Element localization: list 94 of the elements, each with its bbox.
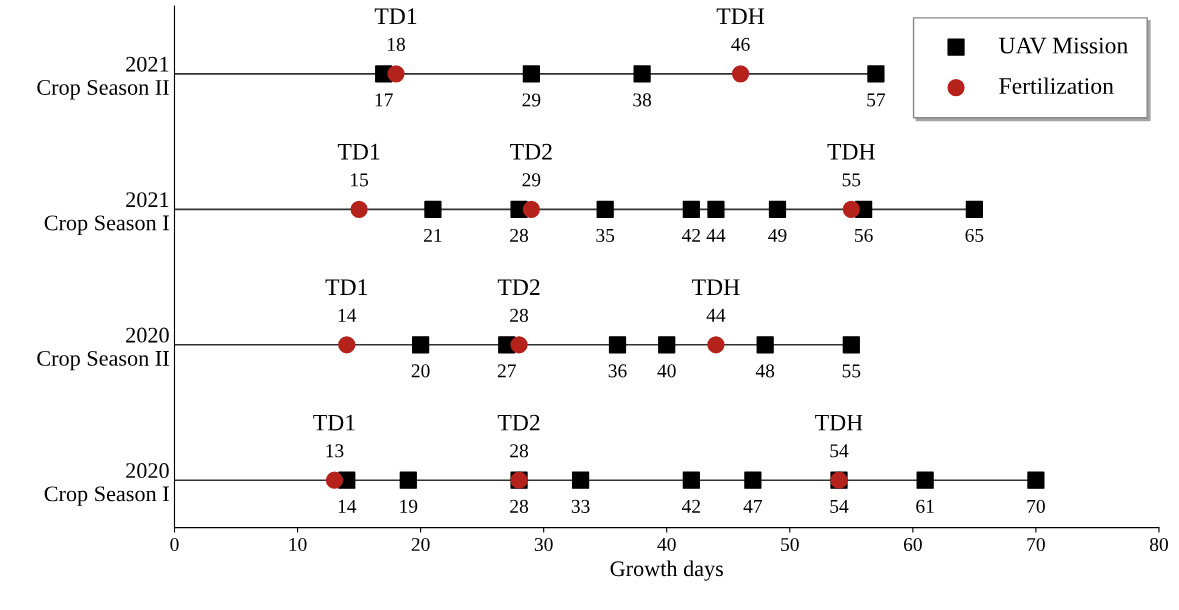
legend-label: UAV Mission: [999, 37, 1128, 54]
data-label: 38: [633, 93, 652, 107]
point: [510, 336, 528, 354]
x-tick-label: 70: [1027, 537, 1045, 552]
point: [411, 336, 430, 354]
point: [325, 471, 344, 489]
point: [522, 200, 540, 218]
data-label: 57: [867, 93, 886, 107]
data-label: 40: [657, 364, 676, 378]
data-label: 29: [522, 173, 541, 187]
point: [842, 336, 860, 354]
annotation: TDH: [827, 143, 875, 160]
data-label: 28: [510, 228, 529, 242]
y-tick-label: 2020 Crop Season I: [44, 463, 169, 506]
point: [707, 336, 725, 354]
y-tick-label: 2020 Crop Season II: [37, 327, 169, 371]
data-label: 35: [596, 228, 615, 242]
data-label: 65: [965, 228, 984, 242]
annotation: TD1: [337, 143, 380, 160]
data-label: 29: [522, 93, 541, 107]
data-label: 47: [743, 499, 763, 513]
point: [608, 336, 627, 354]
data-label: 42: [681, 228, 700, 242]
data-label: 55: [842, 364, 861, 378]
annotation: TD2: [497, 279, 540, 295]
point: [596, 200, 614, 218]
point: [744, 471, 762, 489]
x-tick-label: 40: [657, 537, 676, 552]
annotation: TDH: [692, 279, 740, 295]
point: [1027, 471, 1045, 489]
x-tick-label: 60: [903, 537, 922, 552]
data-label: 28: [510, 499, 529, 513]
data-label: 28: [510, 308, 529, 322]
data-label: 42: [681, 499, 700, 513]
annotation: TD2: [510, 143, 552, 160]
annotation: TDH: [815, 414, 863, 431]
data-label: 48: [755, 364, 775, 378]
point: [756, 336, 774, 354]
point: [867, 65, 885, 83]
x-axis-title: Growth days: [610, 560, 724, 581]
point: [424, 200, 442, 218]
x-tick-label: 10: [289, 537, 307, 552]
data-label: 15: [351, 173, 369, 187]
point: [707, 200, 725, 218]
point: [731, 65, 750, 83]
data-label: 46: [731, 37, 750, 51]
annotation: TD1: [313, 414, 355, 431]
x-tick-label: 50: [781, 537, 799, 552]
point: [387, 65, 405, 83]
point: [658, 336, 676, 354]
data-label: 44: [706, 308, 726, 322]
data-label: 18: [387, 37, 405, 51]
data-label: 14: [338, 499, 357, 513]
x-tick-label: 80: [1149, 537, 1168, 552]
annotation: TD1: [374, 8, 417, 24]
data-label: 20: [411, 364, 430, 378]
point: [350, 200, 368, 218]
data-label: 27: [497, 364, 516, 378]
data-label: 55: [842, 173, 861, 187]
point: [571, 471, 590, 489]
data-label: 54: [830, 499, 849, 513]
x-tick-label: 0: [170, 537, 179, 552]
data-label: 54: [830, 444, 849, 458]
point: [338, 336, 356, 354]
data-label: 44: [706, 228, 726, 242]
legend-label: Fertilization: [999, 77, 1114, 94]
data-label: 36: [608, 364, 627, 378]
data-label: 33: [571, 499, 590, 513]
annotation: TD2: [497, 414, 540, 431]
data-label: 19: [400, 499, 418, 513]
data-label: 49: [768, 228, 787, 242]
point: [768, 200, 787, 218]
y-tick-label: 2021 Crop Season II: [37, 56, 169, 100]
point: [842, 200, 860, 218]
data-label: 21: [424, 228, 442, 242]
point: [682, 471, 700, 489]
point: [965, 200, 983, 218]
data-label: 70: [1027, 499, 1045, 513]
annotation: TDH: [716, 8, 765, 24]
x-tick-label: 20: [411, 537, 430, 552]
data-label: 13: [326, 444, 344, 458]
data-label: 28: [510, 444, 529, 458]
data-label: 17: [375, 93, 393, 107]
annotation: TD1: [325, 279, 367, 295]
point: [916, 471, 934, 489]
y-tick-label: 2021 Crop Season I: [44, 192, 169, 235]
point: [522, 65, 540, 83]
data-label: 14: [338, 308, 357, 322]
x-tick-label: 30: [534, 537, 553, 552]
point: [682, 200, 700, 218]
point: [399, 471, 417, 489]
data-label: 61: [916, 499, 934, 513]
point: [633, 65, 651, 83]
data-label: 56: [855, 228, 873, 242]
